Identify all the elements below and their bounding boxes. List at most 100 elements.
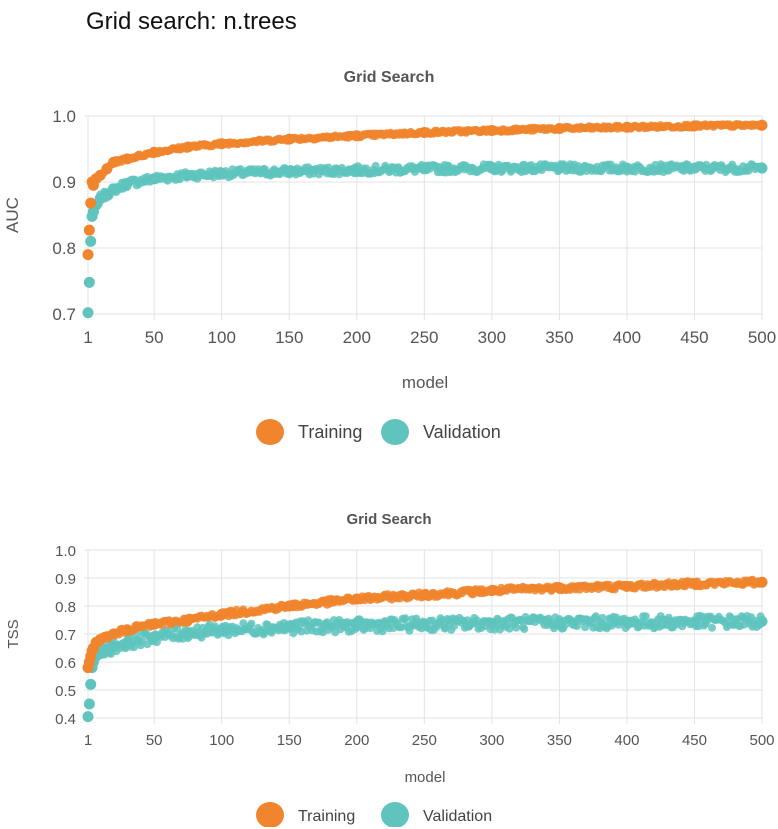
key-point-training — [182, 141, 194, 153]
key-point-validation — [82, 711, 94, 723]
y-axis-label: TSS — [5, 619, 22, 648]
data-point-validation — [708, 623, 716, 632]
legend-marker-training[interactable] — [256, 419, 284, 445]
data-point-validation — [512, 623, 521, 632]
key-point-training — [216, 608, 228, 620]
series-training — [82, 575, 768, 674]
key-point-training — [283, 600, 295, 612]
key-point-training — [418, 127, 430, 138]
key-point-training — [82, 249, 94, 261]
x-tick-label: 100 — [208, 328, 236, 347]
key-point-validation — [351, 620, 363, 632]
data-point-validation — [598, 613, 607, 622]
key-point-validation — [108, 184, 120, 196]
key-point-validation — [85, 678, 97, 690]
legend-marker-training[interactable] — [256, 802, 284, 827]
x-tick-label: 400 — [614, 732, 639, 749]
key-point-validation — [121, 636, 133, 648]
key-point-training — [148, 146, 160, 158]
key-point-validation — [418, 163, 430, 175]
x-tick-label: 250 — [410, 328, 438, 347]
x-tick-label: 100 — [209, 732, 234, 749]
series-training — [82, 119, 768, 261]
data-point-validation — [247, 619, 256, 628]
legend-marker-validation[interactable] — [381, 802, 409, 827]
key-point-training — [121, 153, 133, 165]
x-tick-label: 450 — [680, 328, 708, 347]
data-point-validation — [641, 612, 650, 621]
x-axis-label: model — [405, 769, 446, 786]
key-point-training — [148, 618, 160, 630]
legend-label-training[interactable]: Training — [298, 422, 362, 442]
chart-legend[interactable]: Training Validation — [256, 419, 501, 445]
key-point-validation — [182, 169, 194, 181]
y-tick-label: 0.9 — [52, 173, 76, 192]
y-tick-label: 0.7 — [52, 305, 76, 324]
key-point-validation — [85, 235, 97, 247]
key-point-training — [283, 133, 295, 145]
auc-chart: Grid Search 0.7 0.8 0.9 1.0 1 50 100 150 200 250 30… — [0, 58, 778, 458]
key-point-training — [108, 628, 120, 640]
x-tick-label: 300 — [478, 328, 506, 347]
data-point-validation — [401, 614, 410, 623]
x-tick-label: 50 — [146, 732, 163, 749]
key-point-validation — [283, 165, 295, 177]
key-point-validation — [148, 173, 160, 185]
y-tick-label: 0.5 — [55, 683, 76, 700]
key-point-validation — [621, 616, 633, 628]
key-point-training — [351, 130, 363, 142]
key-point-validation — [553, 162, 565, 174]
legend-label-training[interactable]: Training — [298, 808, 355, 825]
key-point-training — [83, 224, 95, 236]
x-tick-label: 350 — [545, 328, 573, 347]
key-point-training — [351, 593, 363, 605]
key-point-training — [553, 123, 565, 135]
data-point-validation — [378, 627, 387, 636]
key-point-training — [108, 156, 120, 168]
key-point-training — [486, 585, 498, 597]
key-point-validation — [486, 617, 498, 629]
chart-title: Grid Search — [344, 69, 435, 86]
tss-chart: Grid Search 0.4 0.5 0.6 0.7 0.8 0.9 1.0 1 50 100 15… — [0, 502, 778, 827]
key-point-validation — [83, 698, 95, 710]
key-point-validation — [351, 164, 363, 176]
key-point-validation — [148, 631, 160, 643]
y-tick-label: 1.0 — [52, 107, 76, 126]
series-validation — [82, 160, 768, 319]
x-tick-label: 350 — [547, 732, 572, 749]
legend-label-validation[interactable]: Validation — [423, 422, 501, 442]
key-point-validation — [82, 307, 94, 319]
key-point-training — [756, 576, 768, 588]
key-point-training — [756, 119, 768, 131]
data-point-validation — [573, 622, 581, 630]
legend-label-validation[interactable]: Validation — [423, 808, 492, 825]
x-tick-label: 1 — [83, 328, 92, 347]
x-tick-label: 500 — [749, 732, 774, 749]
key-point-validation — [486, 162, 498, 174]
key-point-training — [418, 589, 430, 601]
x-tick-label: 1 — [84, 732, 92, 749]
key-point-validation — [216, 624, 228, 636]
series-validation — [82, 611, 768, 723]
y-tick-label: 1.0 — [55, 543, 76, 560]
x-tick-label: 200 — [344, 732, 369, 749]
key-point-validation — [216, 167, 228, 179]
key-point-validation — [418, 618, 430, 630]
key-point-validation — [553, 617, 565, 629]
key-point-training — [101, 163, 113, 175]
page-title: Grid search: n.trees — [86, 8, 297, 35]
key-point-training — [688, 120, 700, 132]
y-tick-label: 0.6 — [55, 655, 76, 672]
x-tick-label: 150 — [277, 732, 302, 749]
key-point-training — [94, 169, 106, 181]
y-tick-label: 0.8 — [52, 239, 76, 258]
key-point-validation — [83, 276, 95, 288]
legend-marker-validation[interactable] — [381, 419, 409, 445]
key-point-training — [621, 580, 633, 592]
chart-legend[interactable]: Training Validation — [256, 802, 492, 827]
key-point-validation — [621, 162, 633, 174]
chart-title: Grid Search — [346, 511, 431, 528]
y-tick-label: 0.8 — [55, 599, 76, 616]
